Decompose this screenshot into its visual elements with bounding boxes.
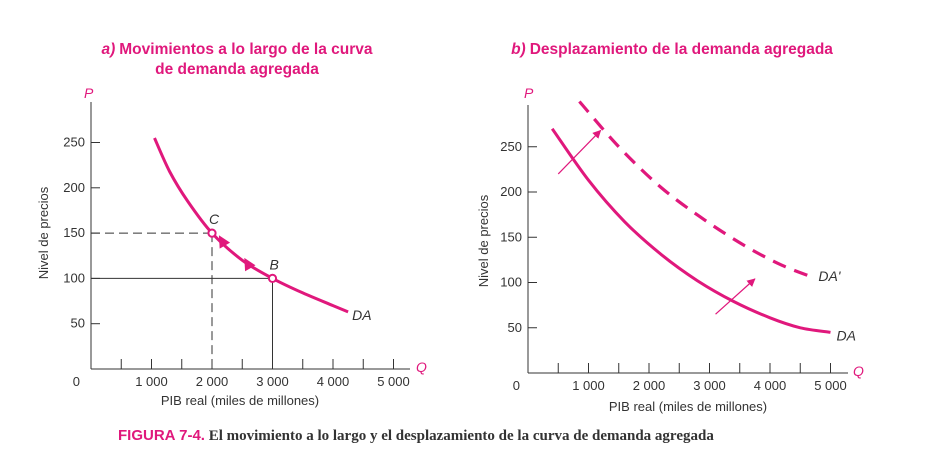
panel-a-y-axis-label: Nivel de precios <box>36 186 51 279</box>
panel-a-y-tick-label: 100 <box>63 270 85 285</box>
panel-b-x-axis-label: PIB real (miles de millones) <box>609 399 767 414</box>
panel-b-x-tick-label: 3 000 <box>693 378 726 393</box>
panel-b-x-tick-label: 2 000 <box>633 378 666 393</box>
figure-caption-text: El movimiento a lo largo y el desplazami… <box>208 428 714 444</box>
panel-a-title-line1: a) Movimientos a lo largo de la curva <box>101 41 372 58</box>
panel-a-y-tick-label: 150 <box>63 225 85 240</box>
panel-b-da-prime-label: DA' <box>818 268 841 284</box>
panel-a-x-axis-letter: Q <box>416 359 427 375</box>
panel-b-da-prime-curve <box>578 100 813 279</box>
panel-a-point-b <box>267 273 278 283</box>
panel-b-title: b) Desplazamiento de la demanda agregada <box>511 41 833 58</box>
panel-a-x-tick-label: 1 000 <box>135 374 168 389</box>
panel-b-y-tick-label: 100 <box>500 275 522 290</box>
panel-a-da-curve <box>153 137 349 314</box>
panel-b-y-axis-letter: P <box>524 85 534 101</box>
figure-caption: FIGURA 7-4. El movimiento a lo largo y e… <box>118 427 818 445</box>
panel-a-title-text: Movimientos a lo largo de la curva <box>119 41 373 58</box>
panel-a-point-label-b: B <box>270 256 279 272</box>
panel-b-y-tick-label: 50 <box>508 320 522 335</box>
panel-b-y-tick-label: 250 <box>500 139 522 154</box>
panel-a-x-tick-label: 3 000 <box>256 374 289 389</box>
panel-a-point-label-c: C <box>209 211 220 227</box>
panel-b-chart: b) Desplazamiento de la demanda agregada … <box>476 41 864 414</box>
panel-b-y-axis-label: Nivel de precios <box>476 194 491 287</box>
panel-b-title-text: Desplazamiento de la demanda agregada <box>530 41 834 58</box>
panel-a-y-tick-label: 50 <box>71 316 85 331</box>
panel-b-y-tick-label: 150 <box>500 229 522 244</box>
panel-b-x-tick-label: 5 000 <box>814 378 847 393</box>
panel-a-movement-arrow <box>244 257 256 272</box>
panel-a-x-tick-label: 4 000 <box>317 374 350 389</box>
panel-a-title-line2: de demanda agregada <box>155 61 319 78</box>
panel-b-shift-arrow <box>715 278 756 315</box>
figure-number: FIGURA 7-4. <box>118 427 205 444</box>
panel-b-x-axis-letter: Q <box>853 363 864 379</box>
panel-a-x-tick-label: 2 000 <box>196 374 229 389</box>
panel-a-da-label: DA <box>352 307 371 323</box>
panel-a-y-tick-label: 200 <box>63 180 85 195</box>
panel-b-x-tick-label: 1 000 <box>572 378 605 393</box>
panel-a-origin-label: 0 <box>73 374 80 389</box>
panel-b-y-tick-label: 200 <box>500 184 522 199</box>
panel-a-title-prefix: a) <box>101 41 115 58</box>
panel-b-origin-label: 0 <box>513 378 520 393</box>
panel-b-da-label: DA <box>837 327 856 343</box>
panel-b-x-tick-label: 4 000 <box>754 378 787 393</box>
panel-b-title-prefix: b) <box>511 41 526 58</box>
panel-a-x-tick-label: 5 000 <box>377 374 410 389</box>
panel-a-x-axis-label: PIB real (miles de millones) <box>161 393 319 408</box>
panel-a-movement-arrow <box>218 235 231 249</box>
panel-a-point-c <box>207 228 217 238</box>
panel-b-shift-arrow <box>557 129 602 175</box>
panel-a-chart: a) Movimientos a lo largo de la curva de … <box>36 41 427 408</box>
panel-b-da-curve <box>550 127 831 334</box>
panel-a-y-axis-letter: P <box>84 85 94 101</box>
panel-a-y-tick-label: 250 <box>63 135 85 150</box>
